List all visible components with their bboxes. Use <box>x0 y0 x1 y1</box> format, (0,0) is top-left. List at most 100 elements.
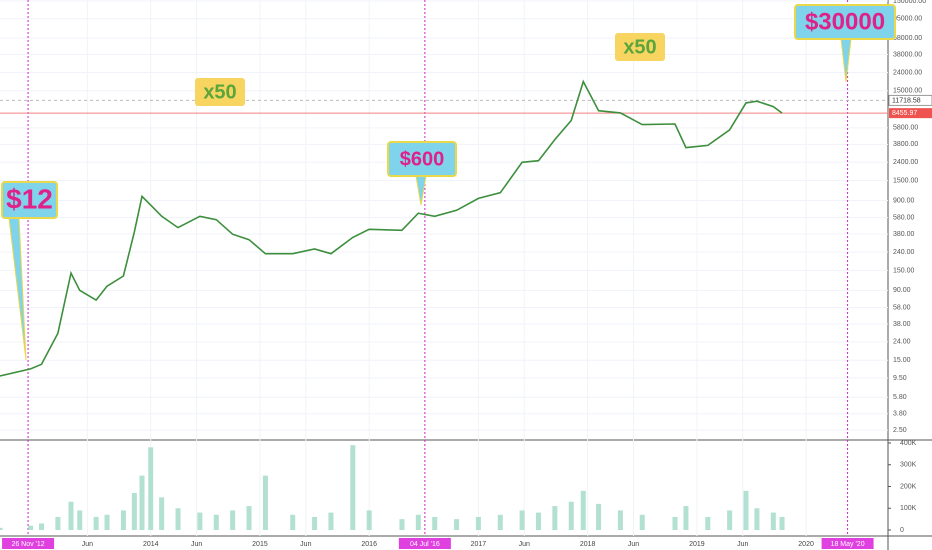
volume-bar <box>312 516 318 530</box>
annotation-box <box>195 78 245 106</box>
price-label-box <box>888 94 932 106</box>
y-tick-label: 400K <box>900 440 917 447</box>
volume-bar <box>262 475 268 530</box>
volume-bar <box>328 512 334 530</box>
volume-bar <box>104 514 110 530</box>
x-tick-label: 2019 <box>689 541 705 548</box>
volume-bar <box>454 519 460 530</box>
price-label: 8455.97 <box>892 110 917 117</box>
y-tick-label: 900.00 <box>893 197 915 204</box>
y-tick-label: 58.00 <box>893 304 911 311</box>
y-tick-label: 15000.00 <box>893 88 922 95</box>
x-tick-label: 2017 <box>471 541 487 548</box>
x-tick-label: 2016 <box>361 541 377 548</box>
marker-label: 18 May '20 <box>831 541 865 548</box>
y-tick-label: 200K <box>900 483 917 490</box>
y-tick-label: 9.50 <box>893 375 907 382</box>
y-tick-label: 150.00 <box>893 267 915 274</box>
volume-bar <box>213 514 219 530</box>
volume-bar <box>290 514 296 530</box>
volume-bar <box>432 516 438 530</box>
y-tick-label: 3800.00 <box>893 141 918 148</box>
volume-bar <box>770 512 776 530</box>
x-tick-label: 2014 <box>143 541 159 548</box>
volume-bar <box>705 516 711 530</box>
y-tick-label: 90.00 <box>893 287 911 294</box>
volume-bar <box>415 514 421 530</box>
volume-bar <box>552 506 558 530</box>
y-tick-label: 3.80 <box>893 411 907 418</box>
x-tick-label: Jun <box>191 541 202 548</box>
y-tick-label: 0 <box>900 527 904 534</box>
volume-bar <box>39 523 45 530</box>
annotation-box <box>387 141 457 177</box>
y-tick-label: 2400.00 <box>893 159 918 166</box>
y-tick-label: 38.00 <box>893 321 911 328</box>
volume-bar <box>350 445 356 530</box>
marker-label-box <box>398 538 451 549</box>
price-label: 11718.58 <box>892 97 921 104</box>
marker-label-box <box>821 538 874 549</box>
y-tick-label: 58000.00 <box>893 35 922 42</box>
volume-bar <box>159 497 165 530</box>
volume-bar <box>197 512 203 530</box>
annotation-text: $12 <box>6 183 53 214</box>
volume-bar <box>93 516 99 530</box>
volume-bar <box>230 510 236 530</box>
volume-bar <box>366 510 372 530</box>
x-tick-label: Jun <box>628 541 639 548</box>
volume-bar <box>535 512 541 530</box>
annotation-text: x50 <box>203 81 236 103</box>
marker-label: 04 Jul '16 <box>410 541 440 548</box>
y-tick-label: 38000.00 <box>893 51 922 58</box>
x-tick-label: Jun <box>82 541 93 548</box>
annotation-box <box>1 181 58 219</box>
volume-bar <box>596 503 602 530</box>
volume-bar <box>754 508 760 530</box>
y-tick-label: 300K <box>900 462 917 469</box>
annotation-box <box>615 33 665 61</box>
volume-bar <box>580 490 586 530</box>
x-tick-label: 2015 <box>252 541 268 548</box>
volume-bar <box>120 510 126 530</box>
y-tick-label: 5800.00 <box>893 125 918 132</box>
x-tick-label: 2018 <box>580 541 596 548</box>
x-tick-label: Jun <box>737 541 748 548</box>
volume-bar <box>175 508 181 530</box>
volume-bar <box>617 510 623 530</box>
volume-bar <box>55 516 61 530</box>
volume-bar <box>639 514 645 530</box>
y-tick-label: 95000.00 <box>893 16 922 23</box>
y-tick-label: 240.00 <box>893 249 915 256</box>
volume-bar <box>743 490 749 530</box>
volume-bar <box>148 447 154 530</box>
volume-bar <box>28 525 34 530</box>
volume-bar <box>68 501 74 530</box>
annotation-text: $600 <box>400 148 445 170</box>
volume-bar <box>727 510 733 530</box>
volume-bar <box>77 510 83 530</box>
y-tick-label: 580.00 <box>893 215 915 222</box>
volume-bar <box>131 493 137 530</box>
y-tick-label: 5.80 <box>893 394 907 401</box>
volume-bar <box>475 516 481 530</box>
price-line-series <box>0 79 783 377</box>
price-label-box <box>889 108 932 119</box>
y-tick-label: 380.00 <box>893 231 915 238</box>
y-tick-label: 24.00 <box>893 339 911 346</box>
y-tick-label: 2.50 <box>893 427 907 434</box>
volume-bar <box>246 506 252 530</box>
annotation-text: x50 <box>623 36 656 58</box>
y-tick-label: 150000.00 <box>893 0 926 5</box>
x-tick-label: 2020 <box>798 541 814 548</box>
marker-label-box <box>2 538 55 549</box>
y-tick-label: 15.00 <box>893 357 911 364</box>
y-tick-label: 24000.00 <box>893 69 922 76</box>
y-tick-label: 100K <box>900 505 917 512</box>
volume-bar <box>672 516 678 530</box>
volume-bar <box>779 516 785 530</box>
volume-bar <box>399 519 405 530</box>
volume-bar <box>519 510 525 530</box>
